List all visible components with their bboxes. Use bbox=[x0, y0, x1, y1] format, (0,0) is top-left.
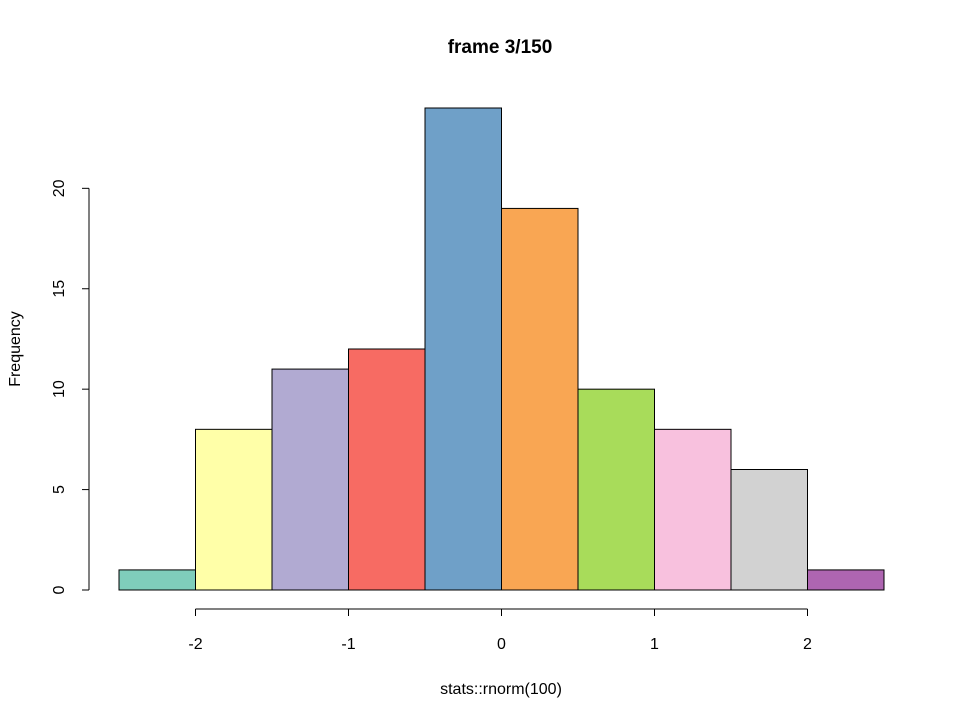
histogram-bar bbox=[424, 107, 502, 591]
histogram-bar bbox=[577, 388, 655, 591]
bars-group bbox=[118, 107, 885, 591]
y-tick-label: 0 bbox=[51, 585, 68, 594]
histogram-bar bbox=[807, 569, 885, 591]
x-tick-label: 1 bbox=[650, 636, 659, 653]
y-tick-label: 15 bbox=[51, 280, 68, 298]
histogram-bar bbox=[271, 368, 349, 591]
x-axis-label: stats::rnorm(100) bbox=[440, 681, 562, 698]
y-axis: 0 5 10 15 20 bbox=[51, 179, 90, 594]
x-tick-label: 2 bbox=[803, 636, 812, 653]
y-tick-label: 20 bbox=[51, 179, 68, 197]
y-axis-label: Frequency bbox=[7, 311, 24, 387]
x-tick-label: 0 bbox=[497, 636, 506, 653]
x-tick-label: -2 bbox=[188, 636, 202, 653]
y-tick-label: 10 bbox=[51, 380, 68, 398]
histogram-bar bbox=[118, 569, 196, 591]
histogram-bar bbox=[730, 469, 808, 591]
chart-title: frame 3/150 bbox=[448, 37, 553, 58]
x-axis: -2 -1 0 1 2 bbox=[188, 608, 812, 653]
y-tick-label: 5 bbox=[51, 485, 68, 494]
histogram-bar bbox=[348, 348, 426, 591]
x-tick-label: -1 bbox=[341, 636, 355, 653]
histogram-bar bbox=[654, 428, 732, 591]
histogram-bar bbox=[195, 428, 273, 591]
histogram-bar bbox=[501, 207, 579, 591]
